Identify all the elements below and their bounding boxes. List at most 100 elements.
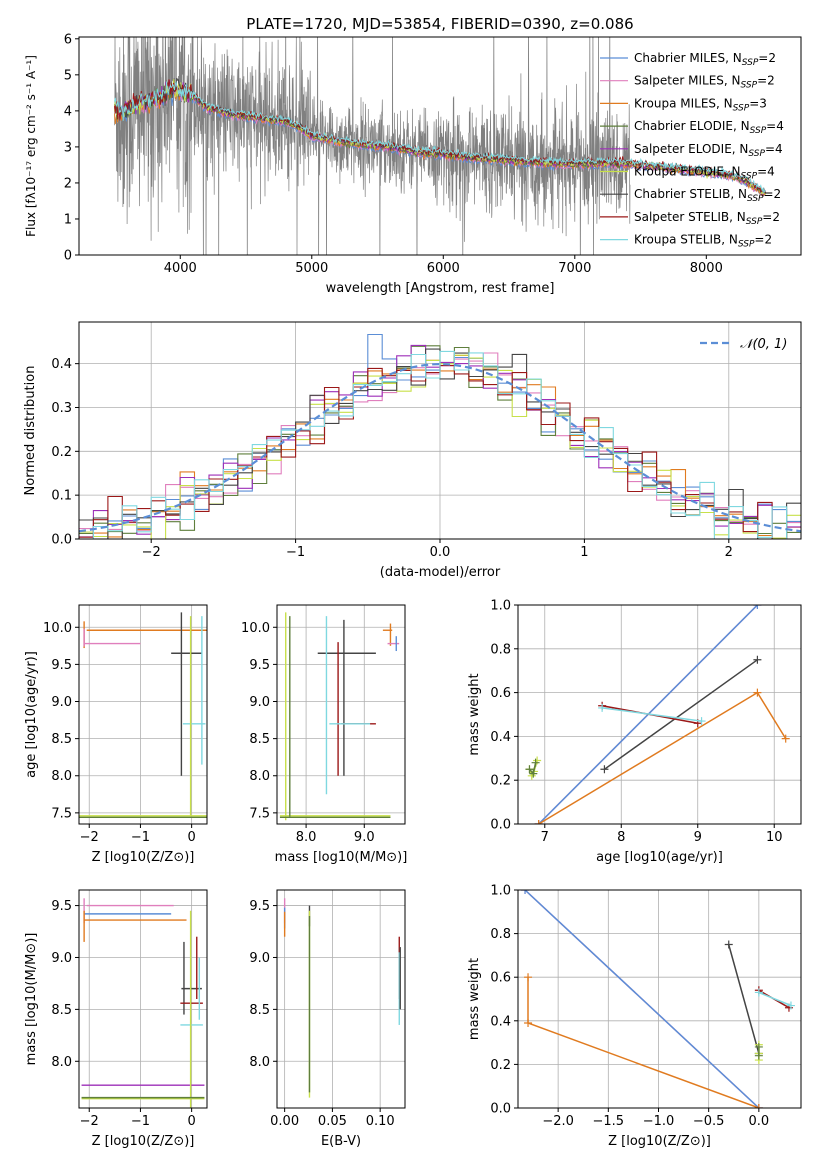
y-tick-label: 4 [64,104,72,119]
y-tick-label: 5 [64,68,72,83]
x-axis-label: E(B-V) [321,1134,361,1149]
y-tick-label: 8.5 [249,1003,270,1018]
point-marker [754,1051,763,1060]
x-tick-label: 9.0 [354,830,375,845]
y-tick-label: 10.0 [43,621,72,636]
panel-massweight_vs_age: 7 8 9 10 0.0 0.2 0.4 0.6 0.8 1.0 age [log10(age/yr… [467,599,802,865]
x-tick-label: 8000 [690,261,723,276]
plot-area [283,898,401,1098]
point-marker [753,655,762,664]
y-tick-label: 0.4 [490,1014,511,1029]
series-line-chabrier_miles [524,890,760,1108]
histogram-kroupa_stelib [79,350,801,539]
y-tick-label: 0.0 [490,818,511,833]
x-axis-label: age [log10(age/yr)] [596,850,723,865]
y-axis-label: mass weight [467,958,482,1040]
y-tick-label: 0.2 [51,445,72,460]
point-marker [521,890,530,894]
y-tick-label: 8.0 [249,1055,270,1070]
panel-mass_vs_ebv: 0.00 0.05 0.10 8.0 8.5 9.0 9.5 E(B-V) [249,889,406,1149]
series-line-chabrier_stelib [727,944,760,1054]
y-tick-label: 8.0 [249,769,270,784]
y-tick-label: 3 [64,140,72,155]
legend-entry: Kroupa MILES, NSSP=3 [634,96,767,113]
point-marker [781,734,790,743]
x-tick-label: −2 [80,830,99,845]
y-tick-label: 0.8 [490,642,511,657]
y-axis-label: age [log10(age/yr)] [24,651,39,778]
legend-entry: Salpeter MILES, NSSP=2 [634,74,775,91]
normal-curve [79,362,801,533]
point-marker [697,717,706,726]
point-marker [524,1018,533,1027]
legend-entry: Chabrier STELIB, NSSP=2 [634,187,781,204]
y-tick-label: 9.5 [249,658,270,673]
y-tick-label: 9.0 [249,695,270,710]
legend-entry: 𝒩(0, 1) [740,337,787,352]
legend-entry: Kroupa ELODIE, NSSP=4 [634,165,775,182]
y-axis-label: mass weight [467,673,482,755]
x-tick-label: −0.5 [693,1114,725,1129]
y-tick-label: 1.0 [490,599,511,614]
chart-title: PLATE=1720, MJD=53854, FIBERID=0390, z=0… [246,15,633,33]
x-axis-label: mass [log10(M/M⊙)] [275,850,408,865]
y-tick-label: 1.0 [490,884,511,899]
y-tick-label: 8.5 [51,732,72,747]
y-tick-label: 6 [64,32,72,47]
x-tick-label: 0.00 [270,1114,299,1129]
x-tick-label: 0 [187,830,195,845]
axes-frame [78,36,802,256]
x-tick-label: −1.0 [643,1114,675,1129]
y-tick-label: 9.0 [249,951,270,966]
y-tick-label: 0 [64,249,72,264]
x-tick-label: 7000 [558,261,591,276]
point-marker [754,1042,763,1051]
y-tick-label: 0.0 [51,533,72,548]
y-tick-label: 7.5 [249,806,270,821]
x-tick-label: 9 [694,830,702,845]
point-marker [598,703,607,712]
series-line-chabrier_stelib [603,659,758,770]
x-tick-label: 2 [725,545,733,560]
y-tick-label: 9.5 [51,899,72,914]
x-axis-label: (data-model)/error [380,565,501,580]
plot-area [279,612,400,821]
x-tick-label: −1 [131,1114,150,1129]
x-tick-label: −1.5 [593,1114,625,1129]
y-tick-label: 0.6 [490,686,511,701]
series-line-kroupa_miles [538,691,787,824]
point-marker [534,820,543,824]
point-marker [724,940,733,949]
point-marker [525,765,534,774]
y-axis-label: Normed distribution [23,366,38,496]
x-tick-label: −2 [80,1114,99,1129]
y-tick-label: 1 [64,212,72,227]
x-axis-label: Z [log10(Z/Z⊙)] [608,1134,711,1149]
x-axis-label: wavelength [Angstrom, rest frame] [326,281,555,296]
legend-entry: Chabrier ELODIE, NSSP=4 [634,119,784,136]
x-tick-label: 0.0 [430,545,451,560]
plot-area [79,333,801,539]
x-tick-label: −1 [286,545,305,560]
point-marker [600,765,609,774]
spectrum-data-line [114,37,631,255]
legend-entry: Salpeter ELODIE, NSSP=4 [634,142,783,159]
x-tick-label: 7 [541,830,549,845]
y-tick-label: 0.4 [490,730,511,745]
point-marker [753,605,762,609]
y-tick-label: 8.0 [51,1055,72,1070]
x-tick-label: 8 [617,830,625,845]
plot-area [81,898,205,1108]
y-tick-label: 9.5 [51,658,72,673]
series-line-kroupa_stelib [758,991,792,1007]
x-axis-label: Z [log10(Z/Z⊙)] [92,1134,195,1149]
x-tick-label: 6000 [427,261,460,276]
legend: Chabrier MILES, NSSP=2 Salpeter MILES, NS… [600,51,784,250]
x-tick-label: −2 [142,545,161,560]
x-tick-label: 10 [766,830,783,845]
series-line-kroupa_miles [527,977,760,1108]
plot-area [79,612,207,819]
y-axis-label: Flux [fλ10⁻¹⁷ erg cm⁻² s⁻¹ A⁻¹] [24,55,38,237]
x-tick-label: 0.05 [318,1114,347,1129]
